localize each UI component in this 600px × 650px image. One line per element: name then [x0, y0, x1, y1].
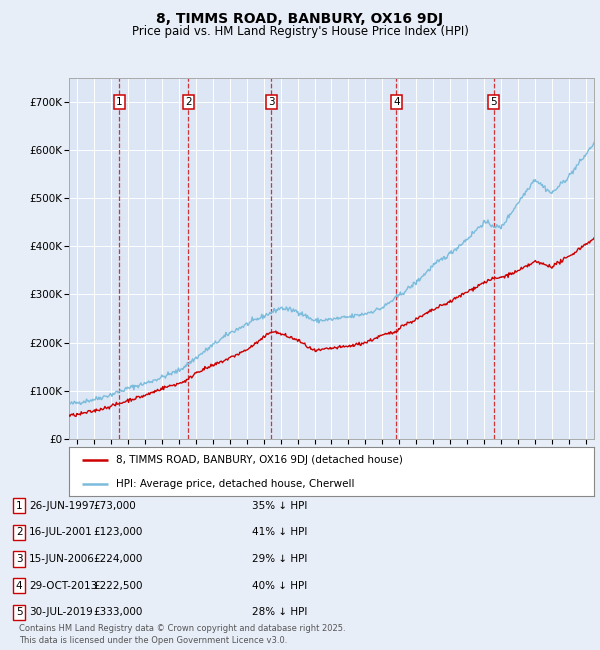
Text: 28% ↓ HPI: 28% ↓ HPI	[252, 607, 307, 618]
Text: 3: 3	[268, 97, 275, 107]
Text: 5: 5	[490, 97, 497, 107]
Text: 4: 4	[16, 580, 23, 591]
Text: Price paid vs. HM Land Registry's House Price Index (HPI): Price paid vs. HM Land Registry's House …	[131, 25, 469, 38]
Text: 2: 2	[16, 527, 23, 538]
Text: 8, TIMMS ROAD, BANBURY, OX16 9DJ: 8, TIMMS ROAD, BANBURY, OX16 9DJ	[157, 12, 443, 26]
Text: 16-JUL-2001: 16-JUL-2001	[29, 527, 92, 538]
Text: 8, TIMMS ROAD, BANBURY, OX16 9DJ (detached house): 8, TIMMS ROAD, BANBURY, OX16 9DJ (detach…	[116, 456, 403, 465]
Text: £222,500: £222,500	[93, 580, 143, 591]
Text: £224,000: £224,000	[93, 554, 142, 564]
Text: 1: 1	[116, 97, 123, 107]
Text: 4: 4	[393, 97, 400, 107]
Text: 1: 1	[16, 500, 23, 511]
Text: 3: 3	[16, 554, 23, 564]
Text: 2: 2	[185, 97, 191, 107]
Text: 26-JUN-1997: 26-JUN-1997	[29, 500, 95, 511]
Text: £333,000: £333,000	[93, 607, 142, 618]
Text: 29-OCT-2013: 29-OCT-2013	[29, 580, 97, 591]
Text: 30-JUL-2019: 30-JUL-2019	[29, 607, 92, 618]
Text: Contains HM Land Registry data © Crown copyright and database right 2025.
This d: Contains HM Land Registry data © Crown c…	[19, 624, 346, 645]
Text: 40% ↓ HPI: 40% ↓ HPI	[252, 580, 307, 591]
Text: 41% ↓ HPI: 41% ↓ HPI	[252, 527, 307, 538]
Text: 15-JUN-2006: 15-JUN-2006	[29, 554, 95, 564]
Text: HPI: Average price, detached house, Cherwell: HPI: Average price, detached house, Cher…	[116, 479, 355, 489]
Text: £73,000: £73,000	[93, 500, 136, 511]
Text: 5: 5	[16, 607, 23, 618]
Text: £123,000: £123,000	[93, 527, 142, 538]
Text: 29% ↓ HPI: 29% ↓ HPI	[252, 554, 307, 564]
Text: 35% ↓ HPI: 35% ↓ HPI	[252, 500, 307, 511]
